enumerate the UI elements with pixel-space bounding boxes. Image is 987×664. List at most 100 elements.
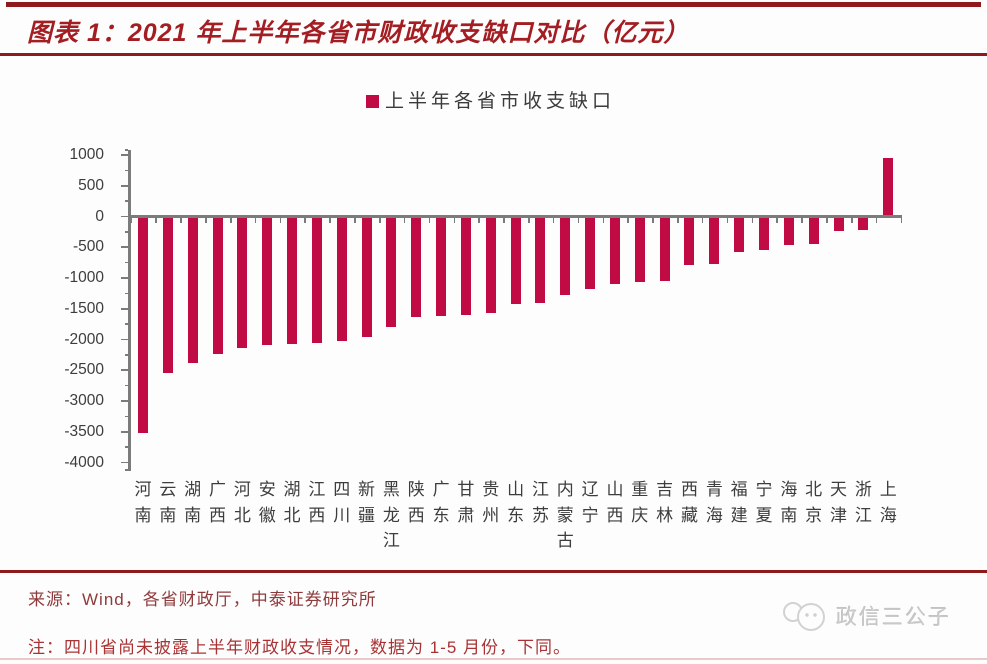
x-tick (403, 217, 406, 223)
x-tick (329, 217, 331, 223)
x-label-28: 北 京 (805, 480, 823, 525)
top-rule (6, 2, 981, 7)
y-major-tick (121, 338, 128, 341)
legend-label: 上半年各省市收支缺口 (385, 91, 616, 112)
bar-3 (187, 216, 198, 363)
watermark: 政信三公子 (780, 596, 951, 636)
bar-5 (237, 216, 248, 349)
x-tick (205, 217, 207, 223)
x-tick (875, 217, 878, 223)
note-text: 注：四川省尚未披露上半年财政收支情况，数据为 1-5 月份，下同。 (28, 638, 572, 657)
x-label-9: 四 川 (333, 480, 351, 525)
bar-21 (634, 216, 645, 282)
bar-20 (609, 216, 620, 285)
y-minor-tick (124, 292, 128, 295)
x-tick (254, 217, 257, 223)
x-tick (453, 217, 456, 223)
watermark-text: 政信三公子 (836, 606, 951, 629)
y-minor-tick (124, 354, 128, 356)
bar-11 (386, 216, 397, 328)
x-tick (528, 217, 530, 223)
x-tick (503, 217, 505, 223)
bar-19 (585, 216, 596, 290)
y-major-tick (121, 430, 128, 433)
x-tick (552, 217, 555, 223)
x-label-8: 江 西 (308, 480, 326, 525)
bar-2 (162, 216, 173, 374)
x-label-24: 青 海 (705, 480, 723, 525)
y-axis (128, 150, 131, 471)
legend-marker-icon (366, 94, 379, 108)
bar-31 (883, 158, 894, 217)
y-minor-tick (124, 261, 128, 264)
bar-22 (659, 216, 670, 282)
x-label-23: 西 藏 (680, 480, 698, 525)
bar-4 (212, 216, 223, 354)
x-tick (354, 217, 356, 223)
x-tick (378, 217, 381, 223)
x-label-6: 安 徽 (258, 480, 276, 525)
x-axis (128, 215, 902, 218)
x-tick (478, 217, 480, 223)
y-major-tick (121, 369, 128, 372)
y-tick-label: -1000 (64, 269, 104, 286)
x-tick (677, 217, 679, 223)
x-tick (826, 217, 828, 223)
x-tick (602, 217, 605, 223)
x-tick (180, 217, 182, 223)
y-axis-cap-tick (124, 469, 128, 471)
figure-title: 图表 1：2021 年上半年各省市财政收支缺口对比（亿元） (27, 19, 690, 47)
x-tick (751, 217, 754, 223)
x-tick (726, 217, 729, 223)
x-label-2: 云 南 (159, 480, 177, 525)
x-label-30: 浙 江 (854, 480, 872, 525)
bar-14 (460, 216, 471, 315)
bar-1 (138, 216, 148, 433)
watermark-logo-icon (780, 596, 830, 636)
x-label-5: 河 北 (233, 480, 251, 525)
bar-7 (287, 216, 298, 345)
y-tick-label: 500 (78, 176, 104, 194)
title-rule (0, 53, 987, 56)
x-tick (577, 217, 580, 223)
y-tick-label: 0 (95, 207, 104, 225)
x-label-11: 黑 龙 江 (382, 480, 400, 550)
x-label-13: 广 东 (432, 480, 450, 525)
bar-30 (858, 216, 869, 230)
x-label-16: 山 东 (507, 480, 525, 525)
y-major-tick (121, 277, 128, 279)
x-tick (652, 217, 654, 223)
bar-27 (783, 216, 794, 246)
x-label-25: 福 建 (730, 480, 748, 525)
bar-15 (485, 216, 496, 314)
source-text: 来源：Wind，各省财政厅，中泰证券研究所 (28, 590, 377, 609)
x-label-12: 陕 西 (407, 480, 425, 525)
bar-8 (311, 216, 322, 344)
y-minor-tick (124, 169, 128, 172)
y-tick-label: -2000 (64, 330, 104, 348)
x-label-3: 湖 南 (184, 480, 202, 525)
x-tick (229, 217, 232, 223)
y-minor-tick (124, 231, 128, 233)
y-tick-label: 1000 (69, 146, 104, 163)
bar-28 (808, 216, 819, 245)
chart-legend: 上半年各省市收支缺口 (366, 86, 615, 113)
x-label-21: 重 庆 (631, 480, 649, 525)
x-label-7: 湖 北 (283, 480, 301, 525)
bottom-faint-rule (0, 658, 987, 660)
x-label-22: 吉 林 (656, 480, 674, 525)
footer-rule (0, 570, 987, 573)
bar-16 (510, 216, 521, 305)
y-major-tick (121, 246, 128, 249)
bar-29 (833, 216, 844, 231)
y-minor-tick (124, 384, 128, 387)
y-tick-label: -3500 (64, 422, 104, 440)
y-minor-tick (124, 200, 128, 202)
y-minor-tick (124, 446, 128, 448)
y-tick-label: -3000 (64, 392, 104, 409)
x-tick (304, 217, 307, 223)
bar-6 (262, 216, 273, 345)
y-axis-cap-tick (124, 149, 128, 151)
x-tick (428, 217, 431, 223)
bar-18 (560, 216, 571, 296)
